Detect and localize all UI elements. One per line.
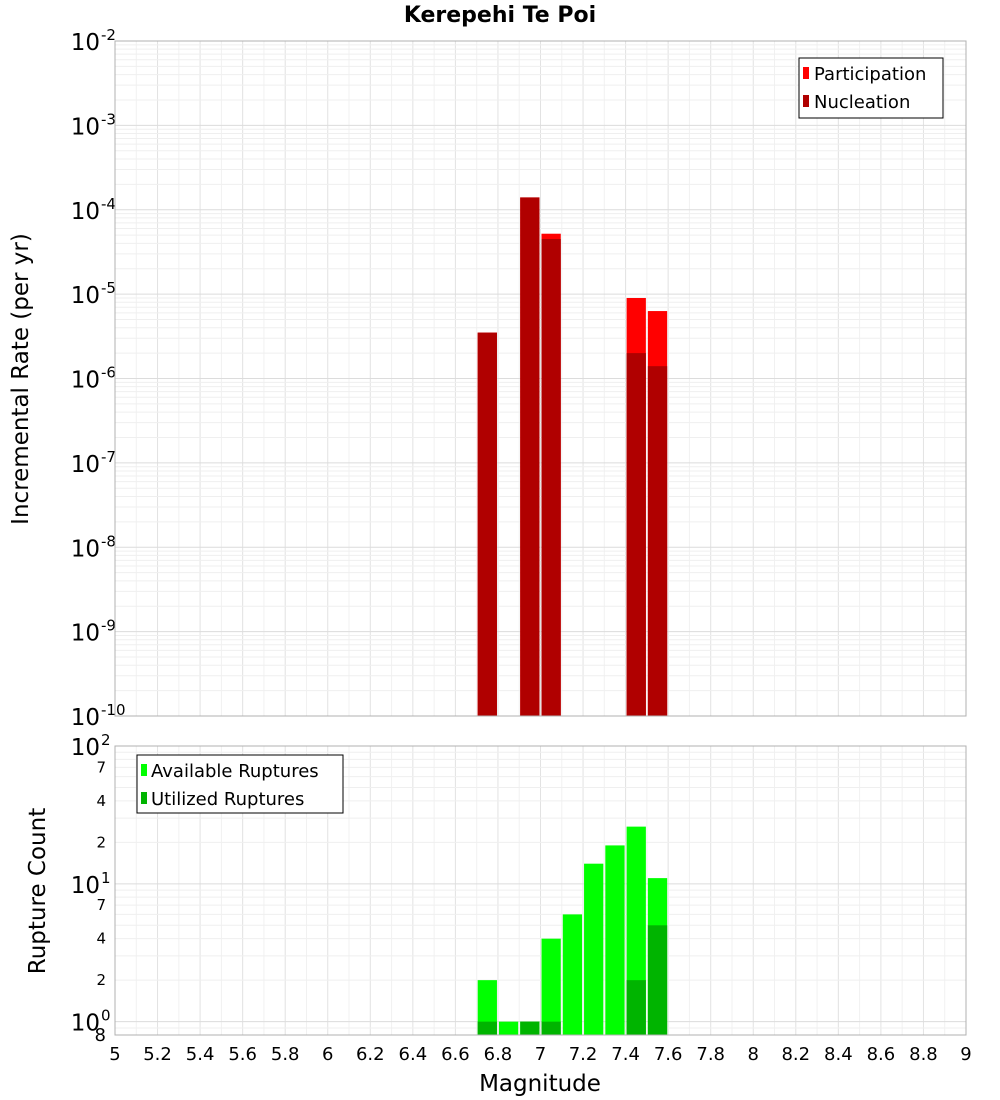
x-tick-label: 7.6 bbox=[654, 1044, 683, 1065]
x-tick-label: 6 bbox=[322, 1044, 333, 1065]
available-ruptures-bar bbox=[477, 980, 497, 1035]
legend-available-swatch bbox=[141, 764, 147, 776]
x-tick-label: 8.8 bbox=[909, 1044, 938, 1065]
bottom-y-minor-tick-label: 7 bbox=[96, 896, 106, 914]
top-y-tick-exponent: -8 bbox=[101, 532, 116, 550]
top-y-tick-exponent: -9 bbox=[101, 617, 116, 635]
bottom-y-minor-tick-label: 2 bbox=[96, 971, 106, 989]
top-y-tick-label: 10 bbox=[71, 368, 100, 394]
bottom-y-minor-tick-label: 4 bbox=[96, 792, 106, 810]
legend-participation-label: Participation bbox=[814, 64, 926, 85]
top-legend: Participation Nucleation bbox=[798, 57, 944, 119]
x-tick-label: 5.8 bbox=[271, 1044, 300, 1065]
utilized-ruptures-bar bbox=[626, 980, 646, 1035]
available-ruptures-bar bbox=[498, 1021, 519, 1035]
legend-nucleation-swatch bbox=[803, 95, 809, 107]
legend-utilized-swatch bbox=[141, 792, 147, 804]
bottom-y-tick-label: 10 bbox=[71, 873, 100, 899]
bottom-y-tick-exponent: 2 bbox=[101, 731, 111, 749]
x-tick-label: 9 bbox=[960, 1044, 971, 1065]
x-tick-label: 7.8 bbox=[696, 1044, 725, 1065]
top-y-tick-exponent: -4 bbox=[101, 195, 116, 213]
legend-nucleation-label: Nucleation bbox=[814, 92, 910, 113]
nucleation-bar bbox=[647, 366, 668, 716]
top-y-tick-label: 10 bbox=[71, 30, 100, 56]
bottom-y-tick-exponent: 1 bbox=[101, 869, 111, 887]
chart-title: Kerepehi Te Poi bbox=[404, 3, 596, 28]
x-tick-label: 5.6 bbox=[228, 1044, 257, 1065]
legend-utilized-label: Utilized Ruptures bbox=[151, 789, 304, 810]
bottom-y-minor-tick-label: 4 bbox=[96, 930, 106, 948]
available-ruptures-bar bbox=[605, 845, 625, 1035]
top-y-tick-exponent: -10 bbox=[101, 701, 126, 719]
nucleation-bar bbox=[626, 353, 646, 716]
bottom-y-tick-label: 10 bbox=[71, 735, 100, 761]
x-tick-label: 5 bbox=[109, 1044, 120, 1065]
available-ruptures-bar bbox=[562, 914, 583, 1035]
legend-available-label: Available Ruptures bbox=[151, 761, 319, 782]
top-y-tick-exponent: -3 bbox=[101, 110, 116, 128]
x-tick-label: 8.6 bbox=[867, 1044, 896, 1065]
top-y-tick-label: 10 bbox=[71, 536, 100, 562]
top-bars bbox=[477, 197, 668, 717]
top-plot-border bbox=[114, 40, 967, 717]
x-tick-label: 5.2 bbox=[143, 1044, 172, 1065]
top-y-tick-label: 10 bbox=[71, 621, 100, 647]
top-legend-box bbox=[798, 57, 944, 119]
top-y-tick-exponent: -6 bbox=[101, 364, 116, 382]
x-tick-label: 6.2 bbox=[356, 1044, 385, 1065]
utilized-ruptures-bar bbox=[541, 1021, 561, 1035]
bottom-bars bbox=[477, 826, 668, 1035]
x-tick-label: 7 bbox=[535, 1044, 546, 1065]
x-tick-label: 6.4 bbox=[399, 1044, 428, 1065]
utilized-ruptures-bar bbox=[477, 1021, 497, 1035]
x-tick-label: 7.2 bbox=[569, 1044, 598, 1065]
top-y-tick-label: 10 bbox=[71, 283, 100, 309]
x-tick-label: 8 bbox=[748, 1044, 759, 1065]
top-y-tick-label: 10 bbox=[71, 705, 100, 731]
bottom-legend-box bbox=[136, 754, 344, 814]
available-ruptures-bar bbox=[541, 938, 561, 1035]
nucleation-bar bbox=[541, 239, 561, 716]
top-grid bbox=[114, 41, 967, 717]
x-tick-label: 8.4 bbox=[824, 1044, 853, 1065]
bottom-y-tick-label: 10 bbox=[71, 1011, 100, 1037]
x-tick-label: 6.6 bbox=[441, 1044, 470, 1065]
nucleation-bar bbox=[520, 197, 540, 717]
top-y-axis-label: Incremental Rate (per yr) bbox=[8, 233, 34, 525]
utilized-ruptures-bar bbox=[647, 925, 668, 1035]
x-tick-label: 5.4 bbox=[186, 1044, 215, 1065]
utilized-ruptures-bar bbox=[520, 1021, 540, 1035]
top-y-tick-label: 10 bbox=[71, 114, 100, 140]
bottom-legend: Available Ruptures Utilized Ruptures bbox=[136, 754, 344, 814]
top-y-tick-label: 10 bbox=[71, 199, 100, 225]
bottom-plot-border bbox=[114, 745, 967, 1036]
top-y-tick-exponent: -5 bbox=[101, 279, 116, 297]
top-y-ticks: 10-210-310-410-510-610-710-810-910-10 bbox=[71, 26, 126, 731]
x-tick-label: 8.2 bbox=[781, 1044, 810, 1065]
bottom-y-minor-tick-label: 8 bbox=[95, 1025, 106, 1046]
x-axis-label: Magnitude bbox=[479, 1071, 601, 1097]
top-y-tick-exponent: -7 bbox=[101, 448, 116, 466]
top-y-tick-exponent: -2 bbox=[101, 26, 116, 44]
bottom-grid bbox=[114, 746, 967, 1036]
bottom-y-minor-tick-label: 7 bbox=[96, 758, 106, 776]
top-y-tick-label: 10 bbox=[71, 452, 100, 478]
available-ruptures-bar bbox=[584, 863, 604, 1035]
bottom-y-minor-tick-label: 2 bbox=[96, 833, 106, 851]
legend-participation-swatch bbox=[803, 67, 809, 79]
nucleation-bar bbox=[477, 332, 497, 716]
x-ticks: 5 5.2 5.4 5.6 5.8 6 6.2 6.4 6.6 6.8 7 7.2 7.4 7.6 7.8 8… bbox=[109, 1044, 971, 1065]
x-tick-label: 6.8 bbox=[484, 1044, 513, 1065]
bottom-y-tick-exponent: 0 bbox=[101, 1007, 111, 1025]
x-tick-label: 7.4 bbox=[611, 1044, 640, 1065]
bottom-y-axis-label: Rupture Count bbox=[25, 808, 51, 974]
